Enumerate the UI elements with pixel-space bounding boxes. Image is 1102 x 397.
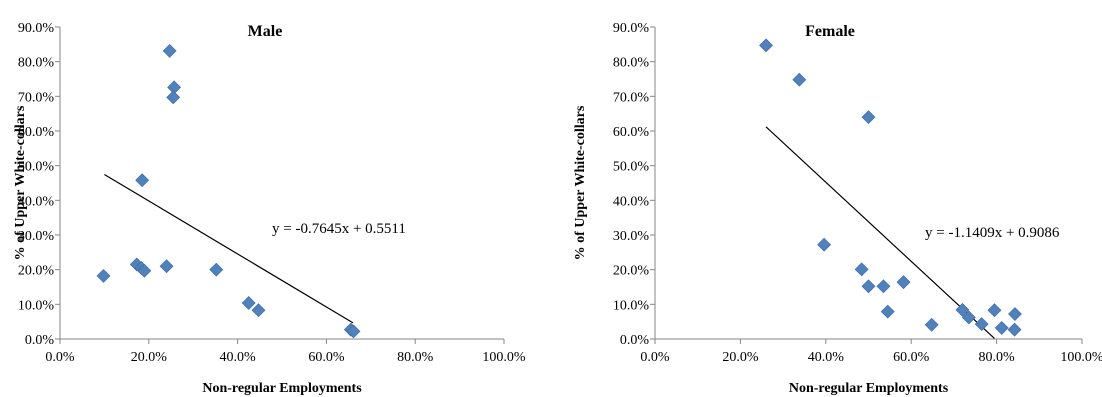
y-tick-label: 60.0%	[613, 125, 650, 140]
data-point	[251, 303, 266, 318]
data-point	[96, 268, 111, 283]
data-point	[162, 43, 177, 58]
y-tick-label: 20.0%	[18, 264, 55, 279]
data-point	[880, 304, 895, 319]
data-point	[346, 324, 361, 339]
y-tick-label: 10.0%	[18, 298, 55, 313]
trendline	[104, 173, 354, 324]
x-axis-label: Non-regular Employments	[789, 381, 949, 396]
data-point	[759, 38, 773, 53]
chart-title: Male	[248, 23, 283, 40]
data-point	[135, 173, 150, 188]
chart-title: Female	[805, 23, 855, 40]
trendline-equation: y = -1.1409x + 0.9086	[925, 225, 1060, 241]
y-tick-label: 0.0%	[620, 333, 650, 348]
y-tick-label: 70.0%	[613, 90, 650, 105]
x-tick-label: 100.0%	[482, 350, 526, 365]
data-point	[241, 296, 256, 310]
x-tick-label: 60.0%	[893, 350, 930, 365]
y-tick-label: 50.0%	[613, 160, 650, 175]
y-axis-label: % of Upper White-collars	[13, 105, 28, 260]
data-point	[854, 262, 869, 277]
x-tick-label: 0.0%	[640, 350, 670, 365]
x-tick-label: 100.0%	[1060, 350, 1102, 365]
data-point	[792, 72, 807, 87]
x-tick-label: 80.0%	[397, 350, 434, 365]
y-tick-label: 70.0%	[18, 90, 55, 105]
data-point	[861, 110, 876, 125]
data-point	[896, 275, 911, 290]
x-tick-label: 60.0%	[308, 350, 345, 365]
y-tick-label: 30.0%	[613, 229, 650, 244]
data-point	[159, 259, 174, 274]
data-point	[166, 90, 181, 105]
x-tick-label: 20.0%	[722, 350, 759, 365]
data-point	[994, 320, 1009, 335]
y-tick-label: 40.0%	[18, 194, 55, 209]
y-tick-label: 80.0%	[18, 56, 55, 71]
data-point	[1007, 322, 1022, 337]
data-point	[961, 310, 976, 325]
data-point	[137, 263, 152, 278]
data-point	[987, 303, 1002, 318]
y-tick-label: 80.0%	[613, 56, 650, 71]
x-axis-label: Non-regular Employments	[202, 381, 362, 396]
data-point	[924, 317, 939, 332]
y-tick-label: 30.0%	[18, 229, 55, 244]
x-tick-label: 40.0%	[220, 350, 257, 365]
x-tick-label: 40.0%	[808, 350, 845, 365]
data-point	[817, 237, 832, 252]
y-tick-label: 90.0%	[613, 21, 650, 36]
data-point	[1008, 307, 1022, 321]
x-tick-label: 20.0%	[131, 350, 168, 365]
y-tick-label: 50.0%	[18, 160, 55, 175]
x-tick-label: 0.0%	[45, 350, 75, 365]
y-tick-label: 20.0%	[613, 264, 650, 279]
data-point	[974, 317, 989, 332]
y-tick-label: 0.0%	[25, 333, 55, 348]
female-scatter-chart: 0.0% 10.0% 20.0% 30.0% 40.0% 50.0% 60.0% 70.0% 8…	[573, 21, 1102, 396]
y-tick-label: 60.0%	[18, 125, 55, 140]
data-point	[876, 279, 891, 294]
y-tick-label: 90.0%	[18, 21, 55, 36]
x-tick-label: 80.0%	[979, 350, 1016, 365]
trendline	[765, 126, 995, 339]
data-point	[209, 262, 224, 277]
male-scatter-chart: 0.0% 10.0% 20.0% 30.0% 40.0% 50.0% 60.0% 70.0% 8…	[13, 21, 526, 396]
data-point	[861, 279, 876, 294]
y-tick-label: 10.0%	[613, 298, 650, 313]
trendline-equation: y = -0.7645x + 0.5511	[272, 221, 406, 237]
y-tick-label: 40.0%	[613, 194, 650, 209]
data-point	[955, 302, 970, 317]
y-axis-label: % of Upper White-collars	[573, 105, 588, 260]
